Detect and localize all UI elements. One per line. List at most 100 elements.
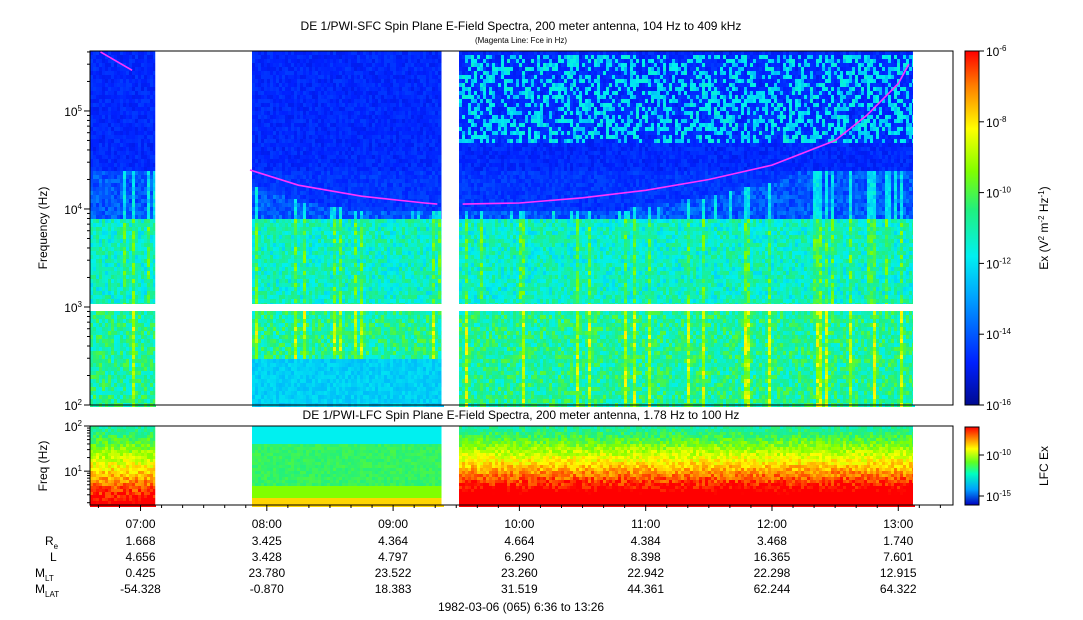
sfc-cell [108, 167, 111, 171]
sfc-cell [270, 263, 273, 267]
sfc-cell [291, 215, 294, 219]
sfc-cell [285, 139, 288, 143]
sfc-cell [297, 55, 300, 59]
sfc-cell [267, 183, 270, 187]
sfc-cell [315, 51, 318, 55]
sfc-cell [153, 191, 156, 195]
sfc-cell [303, 119, 306, 123]
sfc-cell [123, 219, 126, 223]
sfc-cell [267, 87, 270, 91]
sfc-cell [306, 251, 309, 255]
sfc-cell [354, 79, 357, 83]
sfc-cell [273, 343, 276, 347]
sfc-cell [336, 179, 339, 183]
sfc-cell [315, 175, 318, 179]
sfc-cell [279, 215, 282, 219]
sfc-cell [129, 391, 132, 395]
sfc-cell [324, 155, 327, 159]
sfc-cell [279, 195, 282, 199]
sfc-cell [261, 87, 264, 91]
sfc-cell [138, 51, 141, 55]
sfc-cell [279, 79, 282, 83]
sfc-cell [309, 255, 312, 259]
sfc-cell [306, 223, 309, 227]
sfc-cell [354, 131, 357, 135]
sfc-cell [258, 339, 261, 343]
sfc-cell [93, 107, 96, 111]
sfc-cell [312, 351, 315, 355]
sfc-cell [141, 195, 144, 199]
sfc-cell [330, 75, 333, 79]
sfc-cell [276, 127, 279, 131]
sfc-cell [282, 103, 285, 107]
sfc-cell [138, 167, 141, 171]
sfc-cell [309, 371, 312, 375]
sfc-cell [333, 119, 336, 123]
sfc-cell [255, 359, 258, 363]
sfc-cell [93, 215, 96, 219]
sfc-cell [354, 151, 357, 155]
sfc-cell [90, 111, 93, 115]
sfc-cell [102, 131, 105, 135]
sfc-cell [318, 95, 321, 99]
sfc-cell [90, 391, 93, 395]
sfc-cell [117, 215, 120, 219]
sfc-cell [102, 391, 105, 395]
sfc-cell [135, 291, 138, 295]
sfc-cell [117, 383, 120, 387]
sfc-cell [294, 331, 297, 335]
sfc-cell [258, 215, 261, 219]
sfc-cell [105, 387, 108, 391]
sfc-cell [300, 51, 303, 55]
sfc-cell [276, 255, 279, 259]
sfc-cell [315, 163, 318, 167]
sfc-cell [123, 251, 126, 255]
sfc-cell [252, 323, 255, 327]
sfc-cell [255, 251, 258, 255]
sfc-cell [150, 343, 153, 347]
sfc-cell [297, 135, 300, 139]
sfc-cell [117, 363, 120, 367]
sfc-cell [111, 399, 114, 403]
sfc-cell [153, 395, 156, 399]
sfc-cell [90, 183, 93, 187]
sfc-cell [93, 67, 96, 71]
sfc-cell [120, 339, 123, 343]
sfc-cell [261, 139, 264, 143]
sfc-cell [90, 363, 93, 367]
sfc-cell [285, 355, 288, 359]
sfc-cell [324, 191, 327, 195]
sfc-cell [147, 275, 150, 279]
sfc-cell [339, 311, 342, 315]
sfc-cell [276, 363, 279, 367]
sfc-cell [120, 331, 123, 335]
sfc-cell [138, 315, 141, 319]
sfc-cell [276, 327, 279, 331]
sfc-cell [282, 71, 285, 75]
sfc-cell [315, 203, 318, 207]
sfc-cell [153, 127, 156, 131]
sfc-cell [126, 203, 129, 207]
sfc-cell [354, 239, 357, 243]
sfc-cell [303, 387, 306, 391]
sfc-cell [147, 171, 150, 175]
sfc-cell [306, 283, 309, 287]
sfc-cell [345, 227, 348, 231]
sfc-cell [306, 259, 309, 263]
sfc-cell [96, 91, 99, 95]
sfc-cell [282, 343, 285, 347]
sfc-cell [309, 327, 312, 331]
sfc-cell [252, 207, 255, 211]
sfc-cell [105, 243, 108, 247]
sfc-cell [336, 207, 339, 211]
sfc-cell [138, 395, 141, 399]
sfc-cell [93, 55, 96, 59]
sfc-cell [132, 319, 135, 323]
sfc-cell [252, 235, 255, 239]
sfc-cell [282, 215, 285, 219]
sfc-cell [117, 263, 120, 267]
sfc-cell [129, 151, 132, 155]
sfc-cell [330, 255, 333, 259]
sfc-cell [264, 231, 267, 235]
sfc-cell [99, 279, 102, 283]
